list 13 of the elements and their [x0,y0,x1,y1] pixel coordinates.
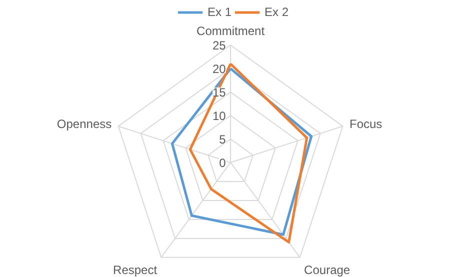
y-tick-label: 0 [219,156,226,170]
y-tick-label: 20 [212,62,226,76]
y-tick-label: 25 [212,38,226,53]
y-tick-label: 5 [219,132,226,146]
spoke-label: Courage [304,263,350,277]
spoke-label: Respect [113,263,158,277]
y-tick-label: 15 [212,86,226,100]
spoke-label: Focus [349,117,382,132]
legend-label: Ex 2 [264,5,289,19]
legend-label: Ex 1 [207,5,232,19]
y-tick-label: 10 [212,109,226,124]
spoke-label: Commitment [196,24,266,38]
spoke-label: Openness [56,117,112,132]
